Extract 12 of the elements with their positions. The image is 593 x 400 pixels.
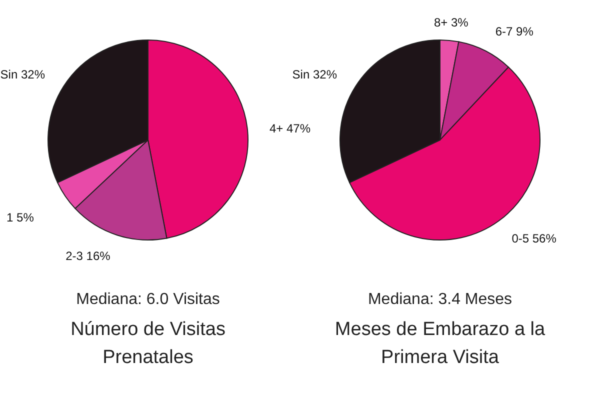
slice-label: Sin 32% — [292, 68, 338, 82]
text: Mediana: 6.0 Visitas — [76, 291, 220, 308]
slice-label: 1 5% — [6, 210, 34, 225]
slice-label: 0-5 56% — [512, 232, 557, 246]
text: Meses de Embarazo a la Primera Visita — [334, 319, 546, 368]
text: Mediana: 3.4 Meses — [368, 291, 512, 308]
slice-label: 2-3 16% — [66, 249, 111, 264]
slice-label: 8+ 3% — [434, 16, 469, 30]
slice-label: 6-7 9% — [495, 24, 534, 38]
slice-label: 4+ 47% — [269, 122, 311, 136]
text: Número de Visitas Prenatales — [70, 319, 226, 368]
slice-label: Sin 32% — [0, 68, 46, 82]
